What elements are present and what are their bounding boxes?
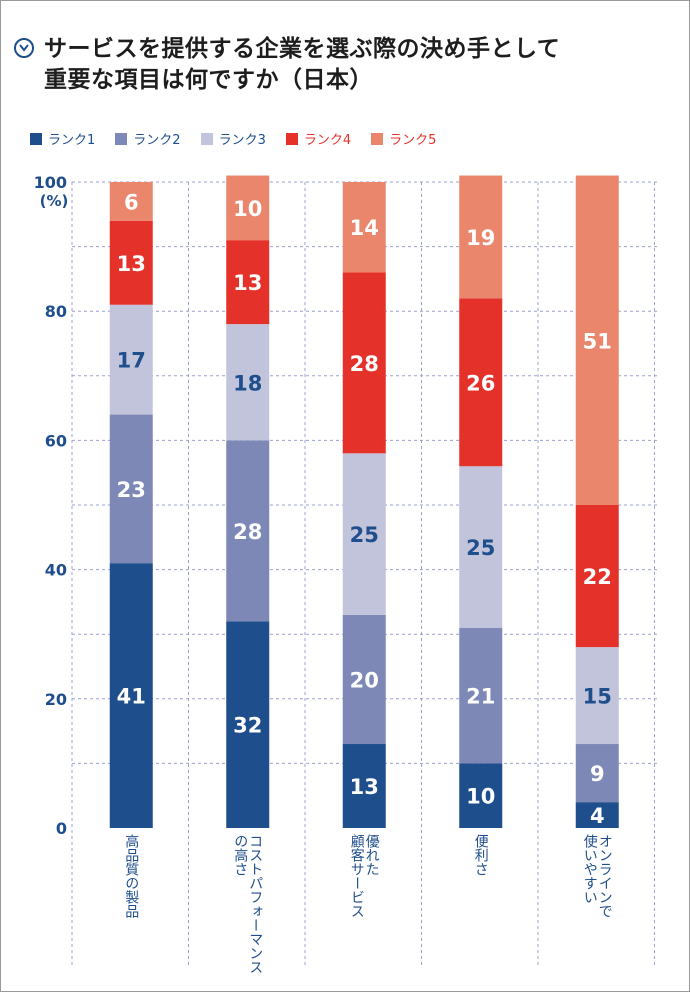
data-label: 19	[466, 226, 495, 250]
bar-segment	[459, 298, 503, 467]
bar-segment	[226, 175, 270, 241]
bar-segment	[575, 802, 619, 828]
legend-item-rank3: ランク3	[200, 129, 266, 148]
legend-label-rank4: ランク4	[303, 133, 352, 148]
data-label: 15	[583, 685, 612, 709]
data-label: 17	[117, 349, 146, 373]
legend-swatch-rank5	[371, 132, 384, 145]
chevron-down-circle-icon	[14, 38, 34, 58]
bar-segment	[342, 453, 386, 615]
data-label: 4	[590, 804, 605, 828]
data-label: 23	[117, 478, 146, 502]
data-label: 21	[466, 685, 495, 709]
bar-segment	[109, 182, 153, 221]
chart-title-line-1: サービスを提供する企業を選ぶ際の決め手として	[44, 36, 561, 62]
data-label: 18	[233, 371, 262, 395]
bar-segment	[575, 505, 619, 648]
data-label: 13	[117, 252, 146, 276]
y-tick-label-60: 60	[45, 431, 67, 450]
legend-swatch-rank3	[200, 132, 213, 145]
data-label: 13	[233, 271, 262, 295]
data-label: 26	[466, 371, 495, 395]
legend-item-rank4: ランク4	[285, 129, 352, 148]
legend-label-rank3: ランク3	[218, 133, 266, 148]
y-tick-label-0: 0	[56, 819, 67, 838]
legend-item-rank5: ランク5	[371, 129, 436, 148]
y-tick-label-80: 80	[45, 302, 67, 321]
x-category-label: コストパフォーマンス	[247, 834, 263, 974]
bar-segment	[575, 175, 619, 506]
data-label: 10	[233, 197, 262, 221]
bar-segment	[109, 304, 153, 415]
chart-legend: ランク1 ランク2 ランク3 ランク4 ランク5	[30, 129, 436, 148]
chart-title-line-2: 重要な項目は何ですか（日本）	[44, 67, 373, 93]
legend-item-rank1: ランク1	[30, 129, 95, 148]
data-label: 14	[350, 216, 379, 240]
bar-segment	[459, 175, 503, 299]
legend-swatch-rank2	[115, 132, 128, 145]
bar-segment	[226, 621, 270, 828]
bar-segment	[109, 414, 153, 564]
data-label: 28	[233, 520, 262, 544]
chart-header: サービスを提供する企業を選ぶ際の決め手として 重要な項目は何ですか（日本）	[14, 34, 674, 96]
legend-label-rank5: ランク5	[389, 133, 437, 148]
data-label: 13	[350, 775, 379, 799]
x-category-label: 高品質の製品	[123, 833, 139, 918]
data-label: 25	[350, 523, 379, 547]
data-label: 41	[117, 685, 146, 709]
legend-swatch-rank4	[285, 132, 298, 145]
bar-segment	[459, 466, 503, 628]
bar-segment	[342, 614, 386, 745]
data-label: 22	[583, 565, 612, 589]
y-tick-label-40: 40	[45, 561, 67, 580]
chart-title: サービスを提供する企業を選ぶ際の決め手として 重要な項目は何ですか（日本）	[44, 34, 560, 96]
bar-segment	[459, 763, 503, 828]
legend-swatch-rank1	[30, 132, 42, 145]
x-category-label: オンラインで	[597, 834, 613, 918]
data-label: 32	[233, 714, 262, 738]
legend-item-rank2: ランク2	[115, 129, 181, 148]
bar-segment	[226, 240, 270, 325]
x-category-label: 便利さ	[473, 834, 489, 876]
y-tick-label-100: 100	[34, 173, 67, 192]
bar-segment	[109, 220, 153, 305]
x-category-label: の高さ	[232, 834, 248, 876]
data-label: 25	[466, 536, 495, 560]
y-axis-unit: (%)	[40, 192, 69, 210]
y-tick-label-20: 20	[45, 690, 67, 709]
bar-segment	[575, 744, 619, 803]
bar-segment	[342, 744, 386, 828]
data-label: 20	[350, 668, 379, 692]
data-label: 28	[350, 352, 379, 376]
x-category-label: 優れた	[364, 834, 380, 876]
x-category-label: 使いやすい	[582, 833, 598, 904]
data-label: 10	[466, 785, 495, 809]
bar-segment	[226, 324, 270, 441]
bar-segment	[226, 440, 270, 622]
bar-segment	[459, 627, 503, 764]
bar-segment	[342, 272, 386, 454]
legend-label-rank1: ランク1	[48, 133, 96, 148]
legend-label-rank2: ランク2	[133, 133, 181, 148]
bar-segment	[575, 647, 619, 745]
bar-segment	[109, 563, 153, 828]
data-label: 9	[590, 762, 605, 786]
x-category-label: 顧客サービス	[349, 834, 365, 918]
bar-segment	[342, 182, 386, 273]
data-label: 51	[583, 329, 612, 353]
data-label: 6	[124, 190, 139, 214]
